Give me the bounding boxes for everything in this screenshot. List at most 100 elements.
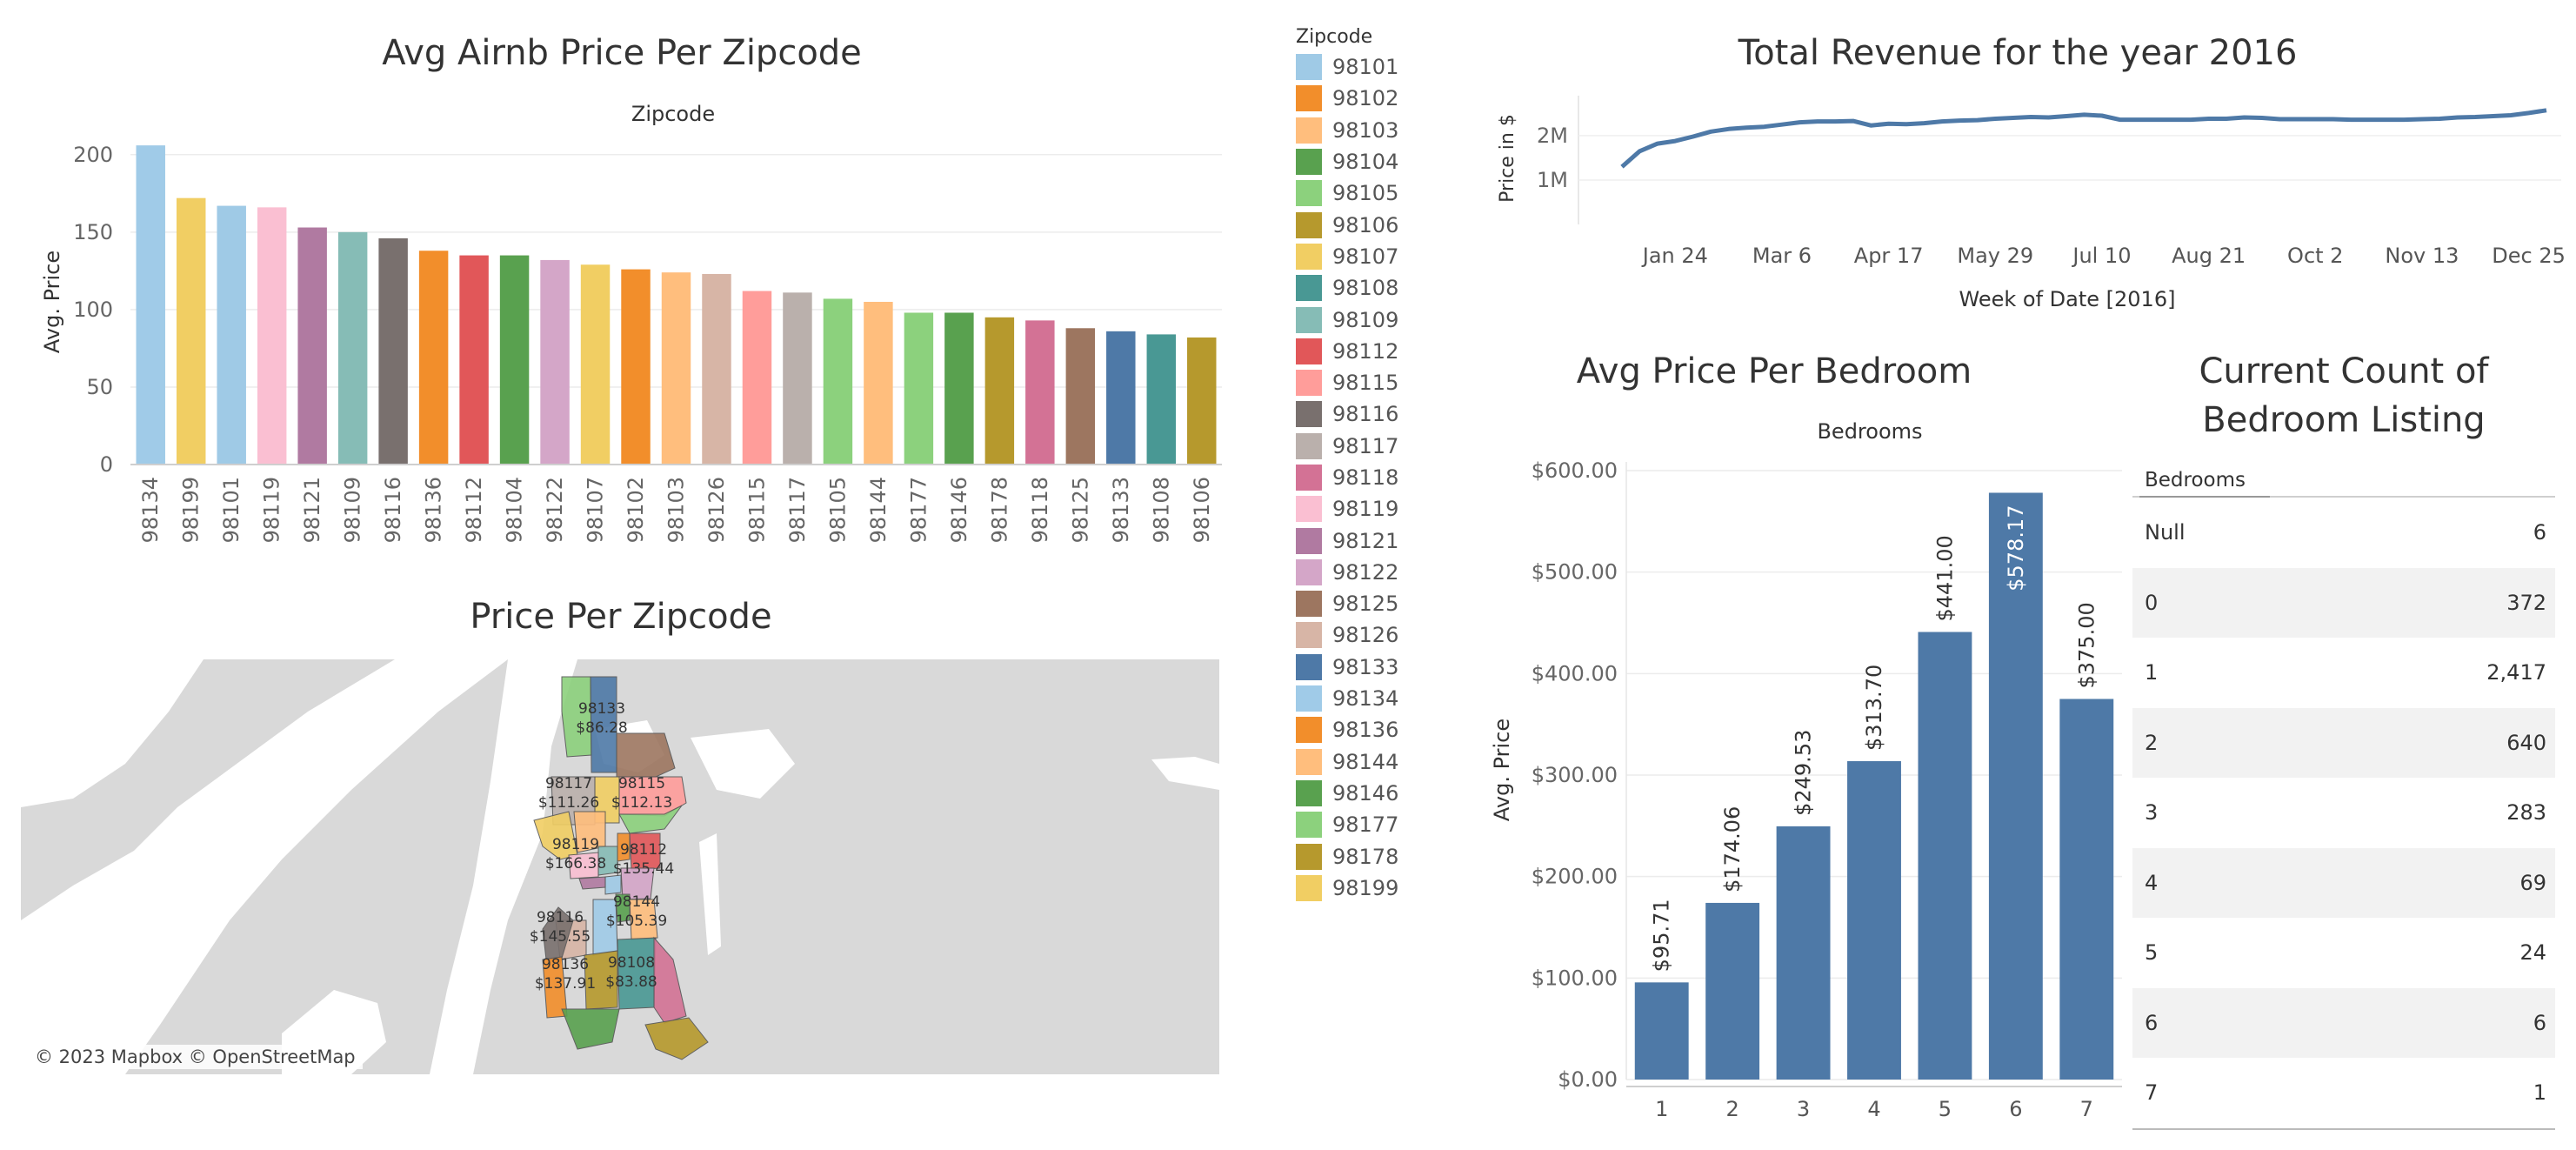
zip-bar[interactable] [864, 302, 893, 465]
zip-bar[interactable] [702, 273, 731, 465]
zip-bar[interactable] [418, 251, 449, 465]
zipcode-region[interactable] [584, 950, 618, 1010]
legend-item[interactable]: 98101 [1296, 51, 1470, 83]
revenue-series-line[interactable] [1620, 108, 2547, 169]
legend-item[interactable]: 98107 [1296, 241, 1470, 272]
bedroom-bar[interactable] [1634, 982, 1689, 1080]
bedroom-bar[interactable] [1847, 761, 1901, 1080]
price-map[interactable]: 98133 $86.28 98117 $111.26 98115 $112.13 98119… [21, 659, 1219, 1074]
y-tick-label: 200 [73, 143, 113, 167]
zip-bar[interactable] [297, 227, 327, 465]
map-title: Price Per Zipcode [470, 597, 772, 637]
zip-bar[interactable] [459, 255, 489, 465]
zipcode-region[interactable] [629, 832, 661, 871]
legend-item[interactable]: 98115 [1296, 367, 1470, 398]
zipcode-region[interactable] [653, 936, 687, 1024]
zip-bar[interactable] [1106, 331, 1136, 465]
zip-bar[interactable] [984, 317, 1015, 465]
bedroom-bar[interactable] [1705, 902, 1760, 1080]
legend-item[interactable]: 98199 [1296, 873, 1470, 904]
legend-item[interactable]: 98177 [1296, 809, 1470, 840]
table-row[interactable]: 3 283 [2132, 778, 2555, 848]
zip-bar[interactable] [742, 291, 772, 465]
zip-bar[interactable] [257, 207, 287, 465]
legend-item[interactable]: 98126 [1296, 619, 1470, 651]
zip-bar[interactable] [337, 231, 368, 465]
zip-bar[interactable] [1065, 328, 1096, 465]
zipcode-region[interactable] [615, 893, 631, 923]
table-row[interactable]: 4 69 [2132, 847, 2555, 918]
zip-bar[interactable] [580, 264, 611, 465]
table-row[interactable]: 5 24 [2132, 918, 2555, 988]
legend-item[interactable]: 98112 [1296, 336, 1470, 367]
zipcode-region[interactable] [629, 899, 658, 940]
zip-bar[interactable] [378, 237, 408, 465]
zip-bar[interactable] [904, 312, 934, 465]
legend-label: 98133 [1332, 654, 1399, 679]
zipcode-region[interactable] [644, 1017, 709, 1060]
table-row[interactable]: 1 2,417 [2132, 638, 2555, 708]
legend-item[interactable]: 98146 [1296, 778, 1470, 809]
table-row[interactable]: Null 6 [2132, 498, 2555, 568]
zipcode-region[interactable] [616, 732, 676, 778]
zip-bar[interactable] [783, 292, 812, 465]
zipcode-region[interactable] [597, 846, 618, 876]
legend-item[interactable]: 98134 [1296, 683, 1470, 714]
bedroom-bar[interactable] [2059, 699, 2114, 1080]
zipcode-region[interactable] [620, 867, 655, 900]
zipcode-region[interactable] [561, 676, 592, 758]
legend-item[interactable]: 98118 [1296, 462, 1470, 493]
zipcode-region[interactable] [542, 906, 574, 965]
legend-item[interactable]: 98122 [1296, 557, 1470, 588]
zipcode-region[interactable] [568, 852, 599, 879]
zipcode-region[interactable] [618, 805, 683, 834]
zip-bar[interactable] [661, 272, 691, 465]
zip-bar[interactable] [540, 259, 570, 465]
zip-bar[interactable] [217, 205, 246, 465]
map-zip-label: 98116 [537, 909, 584, 926]
bedroom-bar[interactable] [1776, 826, 1831, 1080]
map-zip-label: 98133 [578, 700, 625, 718]
zip-bar[interactable] [136, 145, 165, 465]
legend-item[interactable]: 98103 [1296, 115, 1470, 146]
zipcode-region[interactable] [617, 832, 631, 862]
legend-item[interactable]: 98133 [1296, 652, 1470, 683]
bar-value-label: $441.00 [1932, 535, 1957, 621]
water-area [1151, 757, 1219, 790]
zip-bar[interactable] [944, 312, 974, 465]
bedroom-bar[interactable] [1988, 492, 2043, 1080]
legend-item[interactable]: 98117 [1296, 431, 1470, 462]
table-row[interactable]: 0 372 [2132, 567, 2555, 638]
legend-item[interactable]: 98108 [1296, 272, 1470, 304]
zip-bar[interactable] [1146, 334, 1177, 465]
legend-item[interactable]: 98116 [1296, 398, 1470, 430]
legend-swatch [1296, 622, 1322, 649]
legend-item[interactable]: 98136 [1296, 714, 1470, 745]
legend-item[interactable]: 98106 [1296, 209, 1470, 240]
bedroom-bar[interactable] [1918, 632, 1972, 1080]
legend-item[interactable]: 98104 [1296, 146, 1470, 177]
zip-bar[interactable] [1187, 337, 1217, 465]
legend-item[interactable]: 98125 [1296, 588, 1470, 619]
legend-item[interactable]: 98144 [1296, 746, 1470, 778]
map-attribution[interactable]: © 2023 Mapbox © OpenStreetMap [28, 1045, 363, 1069]
zipcode-region[interactable] [604, 874, 622, 895]
legend-item[interactable]: 98121 [1296, 525, 1470, 556]
zip-bar[interactable] [1025, 320, 1055, 465]
table-row[interactable]: 2 640 [2132, 707, 2555, 778]
water-area [699, 833, 721, 955]
zip-bar[interactable] [621, 269, 651, 465]
zip-bar[interactable] [823, 298, 853, 465]
legend-item[interactable]: 98105 [1296, 177, 1470, 209]
legend-item[interactable]: 98102 [1296, 83, 1470, 114]
legend-item[interactable]: 98109 [1296, 304, 1470, 335]
zipcode-region[interactable] [561, 1008, 620, 1050]
legend-item[interactable]: 98119 [1296, 493, 1470, 525]
zipcode-region[interactable] [578, 876, 606, 890]
legend-item[interactable]: 98178 [1296, 840, 1470, 872]
zip-bar[interactable] [176, 197, 206, 465]
zip-bar[interactable] [499, 255, 530, 465]
legend-label: 98126 [1332, 623, 1399, 648]
